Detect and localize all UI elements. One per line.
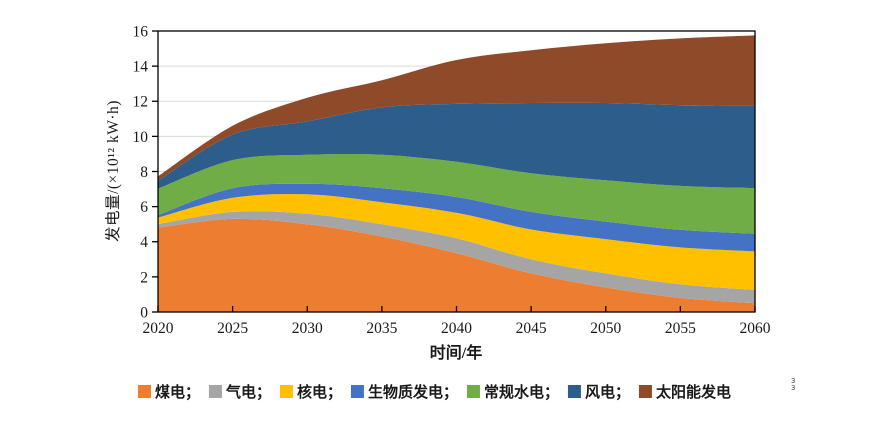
legend-swatch-gas: [208, 385, 222, 398]
legend-label-nuclear: 核电；: [296, 385, 342, 401]
legend-swatch-biomass: [350, 385, 364, 398]
y-axis-title: 发电量/(×10¹² kW·h): [105, 100, 122, 242]
x-tick-label-2025: 2025: [217, 320, 248, 337]
x-tick-label-2035: 2035: [366, 320, 397, 337]
legend-item-gas: 气电；: [208, 381, 271, 402]
area-band-nuclear: [158, 194, 755, 290]
legend-item-coal: 煤电；: [137, 381, 200, 402]
area-band-hydro: [158, 154, 755, 234]
area-band-biomass: [158, 183, 755, 252]
area-band-gas: [158, 211, 755, 304]
legend-label-hydro: 常规水电；: [484, 385, 560, 401]
y-tick-label-14: 14: [133, 59, 149, 76]
area-band-wind: [158, 102, 755, 189]
legend-label-solar: 太阳能发电: [656, 385, 732, 401]
legend-swatch-wind: [568, 385, 582, 398]
legend: 煤电； 气电； 核电； 生物质发电； 常规水电； 风电； 太阳能发电: [137, 381, 740, 402]
y-tick-label-12: 12: [133, 94, 149, 111]
legend-swatch-coal: [137, 385, 151, 398]
legend-swatch-hydro: [467, 385, 481, 398]
y-tick-label-6: 6: [140, 199, 148, 216]
y-tick-label-2: 2: [140, 269, 148, 286]
legend-swatch-nuclear: [279, 385, 293, 398]
x-tick-label-2055: 2055: [665, 320, 696, 337]
legend-item-solar: 太阳能发电: [639, 381, 731, 402]
x-tick-label-2060: 2060: [740, 320, 771, 337]
x-tick-label-2030: 2030: [292, 320, 323, 337]
legend-item-nuclear: 核电；: [279, 381, 342, 402]
area-band-coal: [158, 218, 755, 312]
legend-label-biomass: 生物质发电；: [367, 385, 459, 401]
legend-item-wind: 风电；: [568, 381, 630, 402]
y-tick-label-8: 8: [140, 164, 148, 181]
x-tick-label-2020: 2020: [143, 320, 174, 337]
x-tick-label-2045: 2045: [516, 320, 547, 337]
area-band-solar: [158, 35, 755, 181]
legend-label-gas: 气电；: [225, 385, 271, 401]
x-axis-title: 时间/年: [429, 345, 483, 362]
y-tick-label-16: 16: [133, 23, 149, 40]
legend-label-coal: 煤电；: [154, 385, 200, 401]
y-tick-label-10: 10: [133, 129, 149, 146]
legend-label-wind: 风电；: [585, 385, 631, 401]
legend-swatch-solar: [639, 385, 653, 398]
y-tick-label-4: 4: [140, 234, 148, 251]
legend-item-hydro: 常规水电；: [467, 381, 559, 402]
x-tick-label-2050: 2050: [590, 320, 621, 337]
y-tick-label-0: 0: [140, 304, 148, 321]
x-tick-label-2040: 2040: [441, 320, 472, 337]
legend-item-biomass: 生物质发电；: [350, 381, 459, 402]
